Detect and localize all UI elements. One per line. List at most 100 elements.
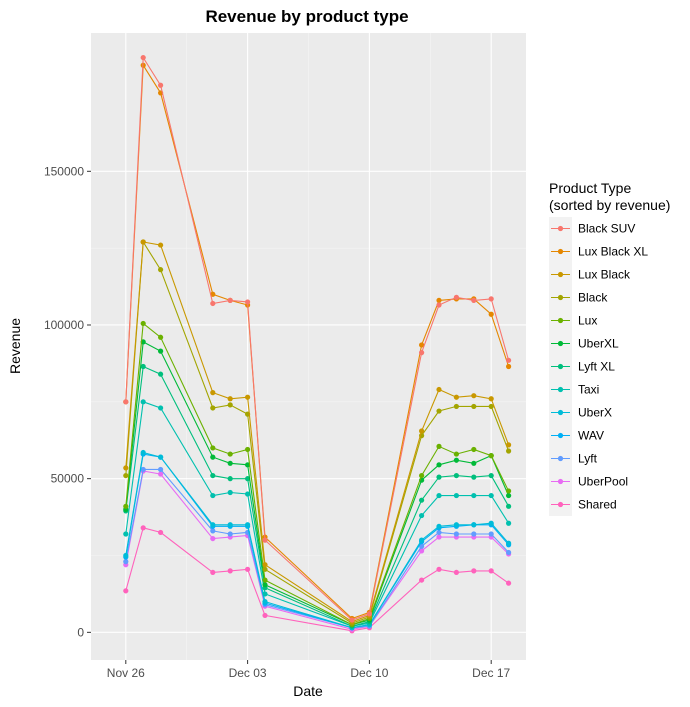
data-point-uberx xyxy=(123,552,129,559)
data-point-lux-black xyxy=(471,393,477,399)
data-point-taxi xyxy=(210,492,216,499)
data-point-uberx xyxy=(227,522,233,528)
data-point-uberxl xyxy=(245,462,251,468)
data-point-shared xyxy=(436,566,442,572)
data-point-lux-black xyxy=(506,442,512,448)
data-point-taxi xyxy=(245,491,251,497)
data-point-uberx xyxy=(436,523,442,529)
legend: Product Type (sorted by revenue) Black S… xyxy=(549,180,670,516)
data-point-lux xyxy=(471,446,477,453)
data-point-black xyxy=(158,267,164,273)
legend-label: Black SUV xyxy=(578,222,635,236)
data-point-black-suv xyxy=(245,299,251,305)
data-point-uberxl xyxy=(506,492,512,499)
data-point-uberx xyxy=(506,540,512,546)
data-point-black-suv xyxy=(436,302,442,308)
data-point-uberxl xyxy=(227,460,233,466)
legend-key-point xyxy=(557,455,564,462)
data-point-black xyxy=(488,403,494,410)
data-point-lyft-xl xyxy=(471,474,477,480)
legend-label: Lux Black XL xyxy=(578,245,648,259)
legend-item-uberx: UberX xyxy=(549,401,612,424)
data-point-lux-black xyxy=(210,390,216,396)
data-point-taxi xyxy=(471,492,477,499)
chart-title: Revenue by product type xyxy=(205,7,408,26)
data-point-lyft xyxy=(210,528,216,534)
data-point-lyft-xl xyxy=(436,474,442,480)
data-point-lux-black xyxy=(123,465,129,471)
legend-items: Black SUV Lux Black XL Lux Black Black Lux Ub… xyxy=(549,217,648,516)
data-point-lux xyxy=(419,472,425,479)
data-point-uberx xyxy=(158,454,164,460)
legend-item-uberxl: UberXL xyxy=(549,332,619,355)
data-point-lyft xyxy=(227,531,233,537)
data-point-black-suv xyxy=(262,537,268,543)
data-point-lux xyxy=(245,446,251,453)
x-axis-label: Date xyxy=(293,683,323,699)
data-point-shared xyxy=(506,580,512,586)
data-point-shared xyxy=(123,588,129,594)
data-point-lux xyxy=(158,334,164,340)
data-point-lux xyxy=(262,577,268,583)
data-point-black-suv xyxy=(366,611,372,617)
legend-label: Taxi xyxy=(578,383,599,397)
data-point-black-suv xyxy=(453,294,459,300)
y-axis-label: Revenue xyxy=(7,318,23,374)
data-point-lyft-xl xyxy=(227,476,233,482)
legend-item-lux: Lux xyxy=(549,309,597,332)
data-point-lux-black xyxy=(227,396,233,402)
legend-label: UberPool xyxy=(578,475,628,489)
data-point-lyft-xl xyxy=(419,497,425,503)
data-point-uberxl xyxy=(262,582,268,588)
legend-title-line-2: (sorted by revenue) xyxy=(549,197,670,213)
data-point-black-suv xyxy=(506,357,512,363)
legend-key-point xyxy=(557,432,564,439)
data-point-lyft-xl xyxy=(506,503,512,509)
legend-item-lux-black-xl: Lux Black XL xyxy=(549,240,648,263)
data-point-black-suv xyxy=(227,297,233,303)
data-point-uberpool xyxy=(436,534,442,540)
data-point-lux-black-xl xyxy=(506,363,512,370)
y-tick-label: 150000 xyxy=(44,164,84,178)
data-point-lyft-xl xyxy=(453,472,459,479)
legend-key-point xyxy=(557,317,564,324)
legend-item-shared: Shared xyxy=(549,493,617,516)
data-point-lux xyxy=(123,503,129,509)
x-axis: Nov 26 Dec 03 Dec 10 Dec 17 xyxy=(107,660,511,680)
data-point-shared xyxy=(210,569,216,576)
data-point-black-suv xyxy=(419,350,425,356)
data-point-lux-black xyxy=(262,562,268,568)
legend-key-point xyxy=(557,294,564,301)
data-point-lux-black-xl xyxy=(488,311,494,317)
data-point-lux xyxy=(453,451,459,457)
data-point-uberpool xyxy=(419,548,425,554)
data-point-taxi xyxy=(436,492,442,499)
data-point-lux-black xyxy=(245,394,251,400)
data-point-black-suv xyxy=(158,82,164,88)
legend-item-taxi: Taxi xyxy=(549,378,599,401)
legend-item-lux-black: Lux Black xyxy=(549,263,631,286)
data-point-lyft xyxy=(436,529,442,536)
data-point-shared xyxy=(158,529,164,536)
data-point-lux-black xyxy=(158,242,164,248)
data-point-lyft xyxy=(123,559,129,565)
data-point-black xyxy=(210,405,216,411)
legend-key-point xyxy=(557,478,564,485)
data-point-lyft xyxy=(506,549,512,556)
data-point-black xyxy=(506,448,512,454)
data-point-black xyxy=(436,408,442,414)
legend-label: Lyft XL xyxy=(578,360,615,374)
data-point-lux xyxy=(506,488,512,494)
data-point-shared xyxy=(262,612,268,619)
legend-label: UberX xyxy=(578,406,612,420)
data-point-lyft xyxy=(453,531,459,537)
data-point-black-suv xyxy=(488,296,494,302)
series-layer xyxy=(123,54,512,634)
data-point-shared xyxy=(419,577,425,583)
data-point-taxi xyxy=(123,531,129,537)
data-point-uberpool xyxy=(158,471,164,477)
data-point-lux-black-xl xyxy=(210,291,216,297)
data-point-black-suv xyxy=(140,54,146,61)
data-point-lux xyxy=(140,320,146,327)
legend-label: UberXL xyxy=(578,337,619,351)
